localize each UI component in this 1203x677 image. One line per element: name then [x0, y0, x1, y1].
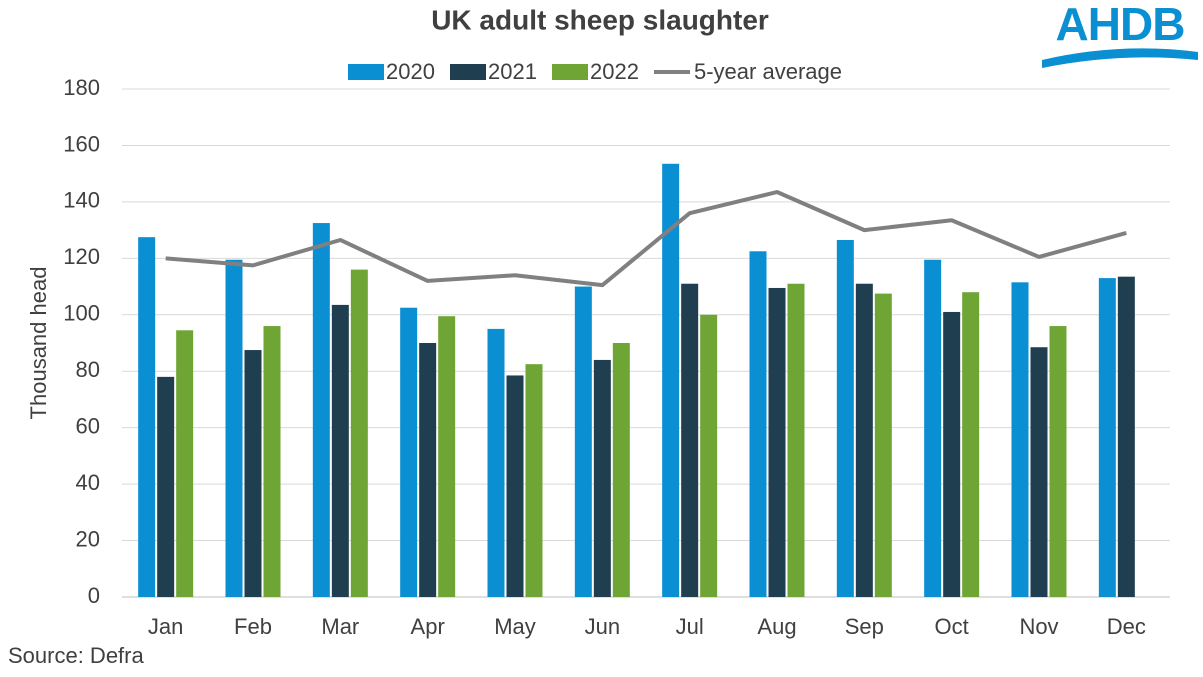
- x-tick-label: Oct: [935, 614, 969, 639]
- bar: [749, 251, 767, 597]
- y-tick-label: 120: [63, 244, 100, 269]
- bar: [768, 287, 786, 597]
- x-tick-label: Nov: [1019, 614, 1058, 639]
- bar: [438, 316, 456, 597]
- x-tick-label: Sep: [845, 614, 884, 639]
- bar: [787, 283, 805, 597]
- logo: AHDB: [1042, 0, 1198, 68]
- bar: [244, 350, 262, 597]
- x-tick-label: Mar: [321, 614, 359, 639]
- bar: [962, 292, 980, 597]
- legend-label: 5-year average: [694, 59, 842, 84]
- bar: [943, 311, 961, 597]
- chart-title: UK adult sheep slaughter: [431, 4, 769, 35]
- bar: [1011, 282, 1029, 597]
- y-tick-label: 0: [88, 583, 100, 608]
- logo-text: AHDB: [1056, 0, 1185, 50]
- logo-wave: [1042, 48, 1198, 68]
- bar: [138, 237, 156, 597]
- bar: [924, 259, 942, 597]
- bar: [1098, 278, 1116, 597]
- bar: [700, 314, 718, 597]
- bar: [593, 359, 611, 597]
- bar: [836, 239, 854, 597]
- bar: [350, 269, 368, 597]
- y-axis-label: Thousand head: [26, 267, 51, 420]
- x-tick-label: Apr: [411, 614, 445, 639]
- legend-label: 2022: [590, 59, 639, 84]
- bar: [400, 307, 418, 597]
- bar: [487, 328, 505, 597]
- bar: [574, 286, 592, 597]
- x-tick-label: Aug: [757, 614, 796, 639]
- legend-label: 2020: [386, 59, 435, 84]
- x-tick-label: Feb: [234, 614, 272, 639]
- bar: [662, 163, 680, 598]
- bar: [1049, 326, 1067, 597]
- bar: [419, 343, 437, 597]
- bar: [506, 375, 524, 597]
- bar: [157, 376, 175, 597]
- y-tick-label: 80: [76, 357, 100, 382]
- y-tick-label: 100: [63, 301, 100, 326]
- bar: [225, 259, 243, 597]
- bar: [525, 364, 543, 597]
- y-tick-label: 20: [76, 526, 100, 551]
- bar: [331, 304, 349, 597]
- x-tick-label: Dec: [1107, 614, 1146, 639]
- bar: [855, 283, 873, 597]
- bar: [263, 326, 281, 597]
- legend-swatch: [450, 64, 486, 80]
- bar: [312, 223, 330, 598]
- legend-swatch: [348, 64, 384, 80]
- y-tick-label: 180: [63, 75, 100, 100]
- line: [165, 190, 1127, 288]
- legend-swatch: [552, 64, 588, 80]
- bar: [681, 283, 699, 597]
- legend-label: 2021: [488, 59, 537, 84]
- bar: [1030, 347, 1048, 597]
- y-tick-label: 160: [63, 131, 100, 156]
- x-tick-label: Jul: [676, 614, 704, 639]
- bar: [612, 343, 630, 597]
- x-tick-label: Jun: [585, 614, 620, 639]
- x-tick-label: May: [494, 614, 536, 639]
- y-tick-label: 40: [76, 470, 100, 495]
- bar: [874, 293, 892, 597]
- x-tick-label: Jan: [148, 614, 183, 639]
- source: Source: Defra: [8, 643, 144, 668]
- bar: [1117, 276, 1135, 597]
- y-tick-label: 140: [63, 188, 100, 213]
- y-tick-label: 60: [76, 413, 100, 438]
- bar: [176, 330, 194, 597]
